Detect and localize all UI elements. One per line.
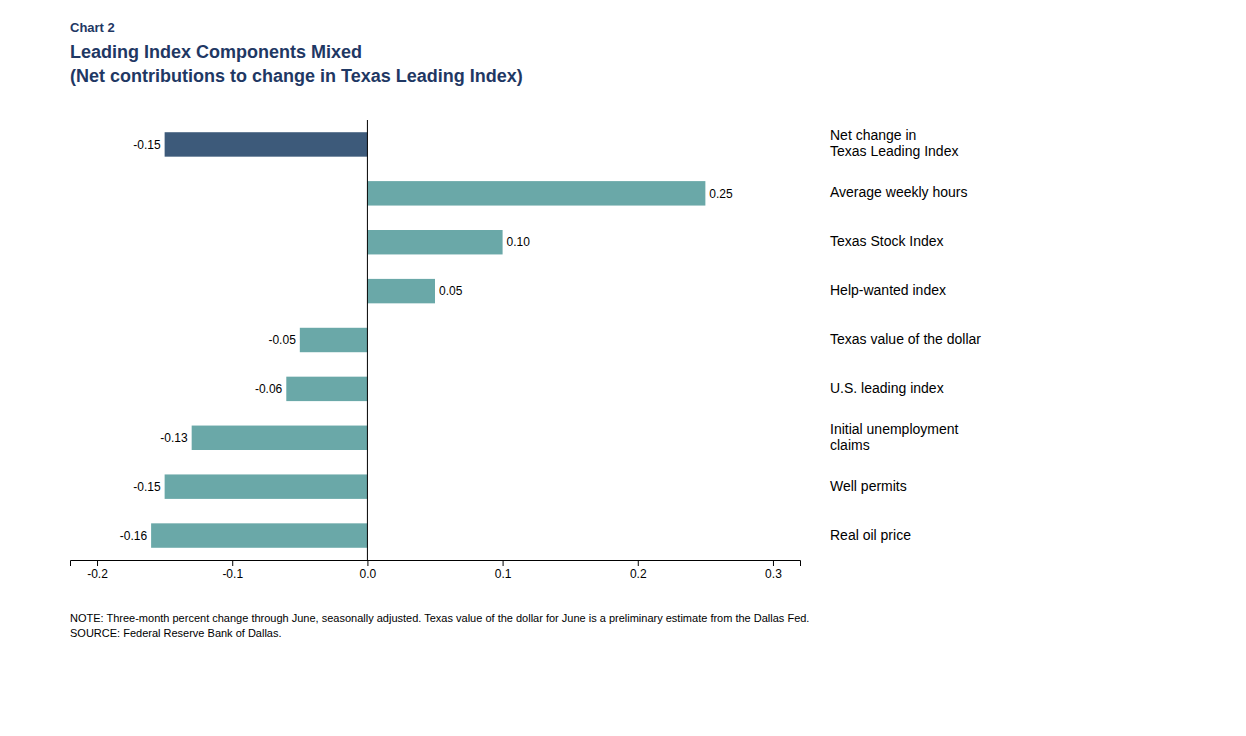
data-label: -0.16 xyxy=(120,529,148,543)
data-label: -0.05 xyxy=(268,333,296,347)
data-label: 0.25 xyxy=(709,187,733,201)
x-tick-label: -0.2 xyxy=(87,567,108,581)
plot: -0.2-0.10.00.10.20.3-0.150.250.100.05-0.… xyxy=(71,120,801,581)
x-tick: -0.2 xyxy=(87,560,108,581)
x-tick-label: 0.1 xyxy=(495,567,512,581)
category-label: Average weekly hours xyxy=(830,184,967,200)
x-tick-mark xyxy=(503,560,504,566)
x-tick-label: 0.0 xyxy=(360,567,377,581)
category-label: Real oil price xyxy=(830,526,911,542)
chart-label: Chart 2 xyxy=(70,20,115,35)
data-labels: -0.15 0.25 0.10 0.05 -0.05 -0.06 -0.13 -0.15 -0.… xyxy=(120,138,733,543)
x-axis: -0.2 -0.1 0.0 0.1 0.2 0.3 xyxy=(71,560,801,581)
category-label: U.S. leading index xyxy=(830,380,944,396)
x-tick: 0.2 xyxy=(630,560,647,581)
data-label: 0.05 xyxy=(439,284,463,298)
x-tick: -0.1 xyxy=(222,560,243,581)
data-label: -0.15 xyxy=(133,138,161,152)
subtitle: (Net contributions to change in Texas Le… xyxy=(70,66,523,86)
x-tick-mark xyxy=(97,560,98,566)
bar xyxy=(192,426,368,450)
category-label: Texas value of the dollar xyxy=(830,331,981,347)
x-tick: 0.3 xyxy=(765,560,782,581)
bar xyxy=(151,523,367,547)
x-tick-label: 0.2 xyxy=(630,567,647,581)
x-tick: 0.0 xyxy=(360,560,377,581)
zero-line xyxy=(367,120,368,560)
x-tick-label: 0.3 xyxy=(765,567,782,581)
x-axis-line xyxy=(71,561,801,567)
bar xyxy=(286,377,367,401)
x-tick-mark xyxy=(638,560,639,566)
bar xyxy=(165,474,368,498)
category-label: Help-wanted index xyxy=(830,282,946,298)
data-label: 0.10 xyxy=(507,235,531,249)
x-tick-label: -0.1 xyxy=(222,567,243,581)
category-label: Well permits xyxy=(830,477,907,493)
category-label: Initial unemploymentclaims xyxy=(830,420,959,452)
x-tick: 0.1 xyxy=(495,560,512,581)
title: Leading Index Components Mixed xyxy=(70,42,362,62)
bar xyxy=(367,181,705,205)
category-label: Net change inTexas Leading Index xyxy=(830,127,958,159)
chart: Chart 2 Leading Index Components Mixed (Ne… xyxy=(0,0,1246,736)
bar xyxy=(367,279,435,303)
bar xyxy=(165,132,368,156)
note: NOTE: Three-month percent change through… xyxy=(70,612,809,639)
category-labels: Net change inTexas Leading Index Average … xyxy=(830,127,981,542)
data-label: -0.15 xyxy=(133,480,161,494)
x-tick-mark xyxy=(232,560,233,566)
x-tick-mark xyxy=(773,560,774,566)
bar xyxy=(367,230,502,254)
bar xyxy=(300,328,368,352)
data-label: -0.06 xyxy=(255,382,283,396)
category-label: Texas Stock Index xyxy=(830,233,944,249)
bars xyxy=(151,132,705,548)
data-label: -0.13 xyxy=(160,431,188,445)
x-tick-mark xyxy=(367,560,368,566)
